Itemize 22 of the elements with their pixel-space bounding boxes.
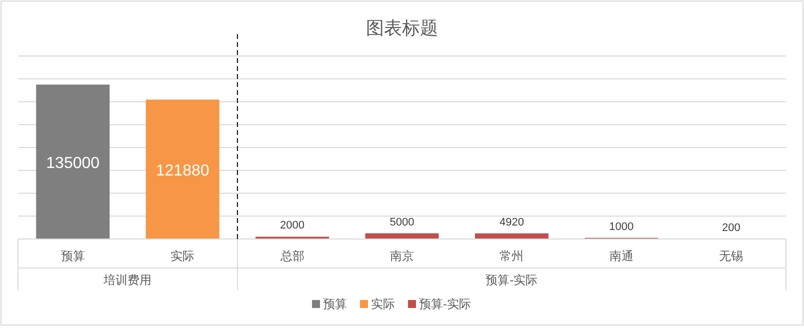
data-label: 121880 (156, 162, 210, 180)
x-tick-label: 实际 (170, 249, 195, 263)
legend-label: 预算 (323, 297, 347, 311)
text: 培训费用 (102, 273, 152, 287)
text: 预算-实际 (486, 273, 538, 287)
x-tick-label: 南通 (609, 249, 634, 263)
data-label: 2000 (280, 220, 305, 232)
data-label: 1000 (609, 220, 634, 233)
x-tick-label: 常州 (500, 249, 524, 263)
legend-label: 预算-实际 (419, 297, 471, 311)
x-tick-label: 总部 (279, 249, 304, 263)
data-label: 4920 (499, 216, 524, 228)
data-label: 200 (722, 222, 740, 234)
x-tick-label: 南京 (390, 249, 414, 263)
bar (36, 84, 110, 239)
bar (146, 100, 220, 239)
data-label: 5000 (390, 216, 414, 228)
data-label: 135000 (46, 154, 100, 172)
chart-title: 图表标题 (366, 18, 438, 38)
x-tick-label: 无锡 (719, 249, 744, 263)
legend-label: 实际 (371, 297, 395, 311)
x-tick-label: 预算 (60, 249, 85, 263)
